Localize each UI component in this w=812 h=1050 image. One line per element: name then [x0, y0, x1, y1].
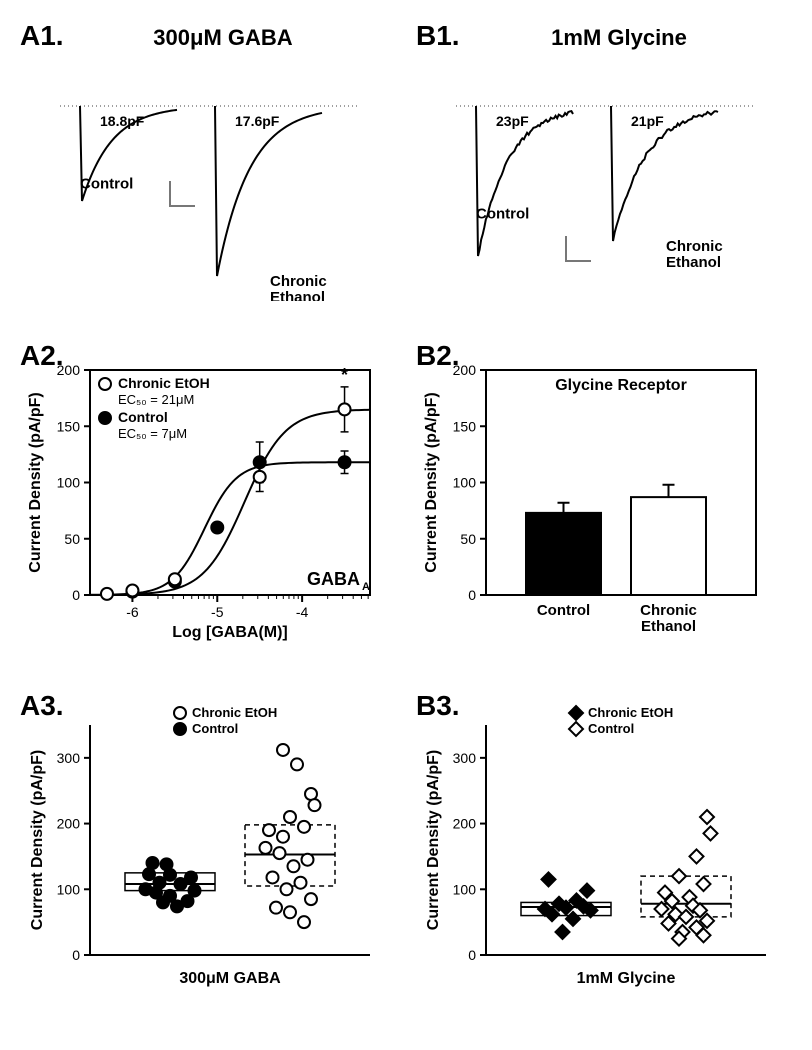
traces-a1: 18.8pF 17.6pF Control ChronicEthanol — [20, 51, 380, 301]
svg-text:Current Density (pA/pF): Current Density (pA/pF) — [27, 392, 44, 572]
svg-text:-5: -5 — [211, 604, 224, 620]
svg-text:Ethanol: Ethanol — [666, 254, 721, 271]
panel-b2: B2. 050100150200Glycine ReceptorCurrent … — [416, 340, 792, 670]
svg-text:50: 50 — [460, 531, 476, 547]
panel-b1: B1. 1mM Glycine 23pF 21pF Control ChronicEt… — [416, 20, 792, 320]
panel-label-b3: B3. — [416, 690, 460, 722]
svg-text:100: 100 — [453, 881, 477, 897]
svg-text:50: 50 — [64, 531, 80, 547]
svg-text:Log [GABA(M)]: Log [GABA(M)] — [172, 624, 288, 641]
svg-text:A: A — [362, 581, 370, 593]
svg-text:23pF: 23pF — [496, 113, 529, 129]
chart-b2: 050100150200Glycine ReceptorCurrent Dens… — [416, 340, 786, 650]
svg-text:100: 100 — [453, 475, 477, 491]
panel-a3: A3. 0 100 200 300 Current Density (pA/pF) 300… — [20, 690, 396, 1020]
svg-text:200: 200 — [453, 816, 477, 832]
svg-text:0: 0 — [468, 587, 476, 603]
svg-text:0: 0 — [72, 947, 80, 963]
svg-text:Current Density (pA/pF): Current Density (pA/pF) — [425, 750, 442, 930]
panel-label-b2: B2. — [416, 340, 460, 372]
panel-a1: A1. 300μM GABA 18.8pF 17.6pF Control Chroni… — [20, 20, 396, 320]
svg-text:100: 100 — [57, 475, 81, 491]
svg-text:300μM GABA: 300μM GABA — [179, 970, 281, 987]
panel-label-a1: A1. — [20, 20, 64, 52]
svg-text:Chronic EtOH: Chronic EtOH — [588, 705, 673, 720]
svg-text:EC₅₀ = 21μM: EC₅₀ = 21μM — [118, 392, 194, 407]
svg-text:-6: -6 — [126, 604, 139, 620]
svg-text:Chronic: Chronic — [640, 602, 697, 619]
svg-text:Control: Control — [118, 409, 168, 425]
svg-text:150: 150 — [453, 418, 477, 434]
svg-text:EC₅₀ = 7μM: EC₅₀ = 7μM — [118, 426, 187, 441]
svg-text:Control: Control — [80, 175, 133, 192]
chart-a3: 0 100 200 300 Current Density (pA/pF) 300μM G… — [20, 690, 390, 1010]
panel-label-a3: A3. — [20, 690, 64, 722]
svg-text:Glycine Receptor: Glycine Receptor — [555, 377, 687, 394]
figure-grid: A1. 300μM GABA 18.8pF17.6pFControlChroni… — [20, 20, 792, 1020]
svg-text:300: 300 — [57, 750, 81, 766]
svg-text:*: * — [341, 365, 348, 385]
svg-text:300: 300 — [453, 750, 477, 766]
panel-label-b1: B1. — [416, 20, 460, 52]
svg-text:Control: Control — [192, 721, 238, 736]
panel-label-a2: A2. — [20, 340, 64, 372]
traces-b1: 23pF 21pF Control ChronicEthanol — [416, 51, 776, 301]
panel-title-b1: 1mM Glycine — [446, 25, 792, 51]
svg-text:Chronic EtOH: Chronic EtOH — [118, 375, 210, 391]
svg-text:21pF: 21pF — [631, 113, 664, 129]
chart-b3: 0 100 200 300 Current Density (pA/pF) 1mM Gly… — [416, 690, 786, 1010]
svg-text:-4: -4 — [296, 604, 309, 620]
svg-text:Control: Control — [537, 602, 590, 619]
panel-a2: A2. 050100150200-6-5-4*Log [GABA(M)]Curr… — [20, 340, 396, 670]
svg-text:Ethanol: Ethanol — [270, 289, 325, 301]
svg-text:1mM Glycine: 1mM Glycine — [577, 970, 676, 987]
svg-text:Chronic: Chronic — [666, 238, 723, 255]
panel-title-a1: 300μM GABA — [50, 25, 396, 51]
svg-text:Current Density (pA/pF): Current Density (pA/pF) — [423, 392, 440, 572]
svg-text:150: 150 — [57, 418, 81, 434]
svg-text:17.6pF: 17.6pF — [235, 113, 280, 129]
svg-text:Control: Control — [588, 721, 634, 736]
svg-text:Ethanol: Ethanol — [641, 618, 696, 635]
svg-text:Chronic: Chronic — [270, 273, 327, 290]
svg-text:Control: Control — [476, 206, 529, 223]
svg-text:GABA: GABA — [307, 569, 360, 589]
panel-b3: B3. 0 100 200 300 Current Density (pA/pF) 1mM… — [416, 690, 792, 1020]
svg-text:200: 200 — [57, 816, 81, 832]
chart-a2: 050100150200-6-5-4*Log [GABA(M)]Current … — [20, 340, 390, 650]
svg-text:100: 100 — [57, 881, 81, 897]
svg-text:0: 0 — [72, 587, 80, 603]
svg-text:0: 0 — [468, 947, 476, 963]
svg-text:Current Density (pA/pF): Current Density (pA/pF) — [29, 750, 46, 930]
svg-text:Chronic EtOH: Chronic EtOH — [192, 705, 277, 720]
svg-text:18.8pF: 18.8pF — [100, 113, 145, 129]
